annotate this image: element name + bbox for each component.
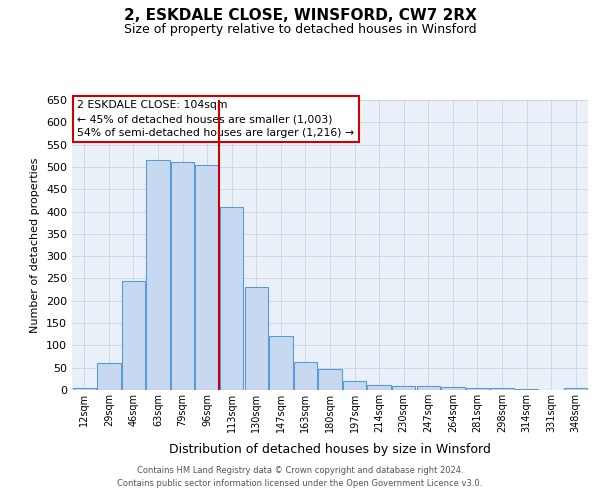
Bar (171, 162, 194, 390)
Bar (196, 164, 219, 390)
Bar (367, 384, 391, 390)
Bar (269, 336, 293, 390)
Text: 2 ESKDALE CLOSE: 104sqm
← 45% of detached houses are smaller (1,003)
54% of semi: 2 ESKDALE CLOSE: 104sqm ← 45% of detache… (77, 100, 354, 138)
Bar (441, 387, 464, 390)
Text: Distribution of detached houses by size in Winsford: Distribution of detached houses by size … (169, 442, 491, 456)
Bar (490, 388, 514, 390)
Bar (466, 388, 489, 390)
Bar (343, 381, 366, 390)
Bar (122, 280, 145, 390)
Bar (319, 369, 341, 390)
Bar (294, 362, 317, 390)
Bar (564, 388, 587, 390)
Text: 2, ESKDALE CLOSE, WINSFORD, CW7 2RX: 2, ESKDALE CLOSE, WINSFORD, CW7 2RX (124, 8, 476, 22)
Text: Contains HM Land Registry data © Crown copyright and database right 2024.
Contai: Contains HM Land Registry data © Crown c… (118, 466, 482, 487)
Bar (146, 160, 170, 390)
Bar (515, 388, 538, 390)
Bar (392, 386, 415, 390)
Text: Size of property relative to detached houses in Winsford: Size of property relative to detached ho… (124, 22, 476, 36)
Bar (416, 386, 440, 390)
Bar (220, 207, 244, 390)
Bar (245, 288, 268, 390)
Bar (97, 363, 121, 390)
Y-axis label: Number of detached properties: Number of detached properties (31, 158, 40, 332)
Bar (73, 388, 96, 390)
